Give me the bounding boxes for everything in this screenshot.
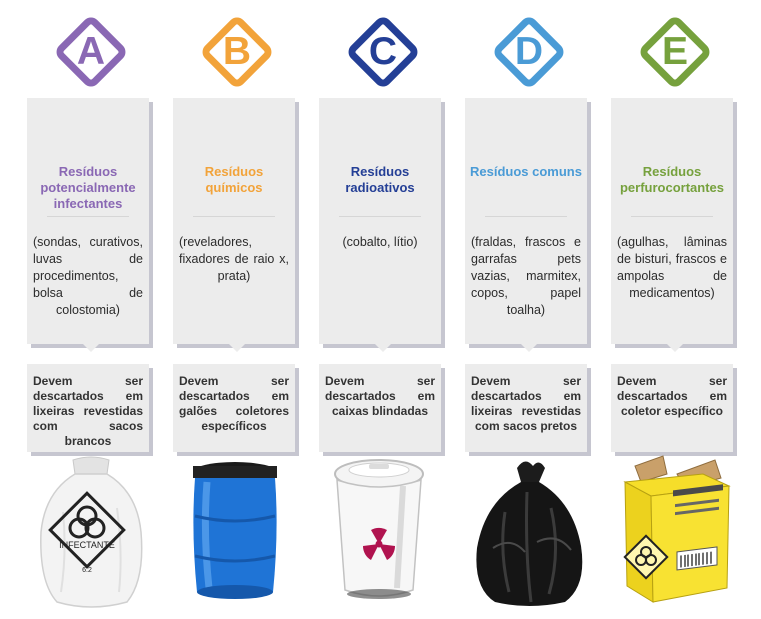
category-b-examples: (reveladores, fixadores de raio x, prata… (179, 235, 289, 283)
category-a-letter: A (76, 30, 106, 73)
category-e-divider (631, 216, 713, 217)
category-e-examples: (agulhas, lâminas de bisturi, frascos e … (617, 235, 727, 300)
category-b-disposal: Devem ser descartados em galões coletore… (179, 374, 289, 433)
category-b-card-pointer (225, 340, 249, 352)
category-d-badge: D (490, 13, 568, 91)
category-d-card-pointer (517, 340, 541, 352)
category-e-badge: E (636, 13, 714, 91)
category-b-badge: B (198, 13, 276, 91)
category-d-column: Resíduos comuns (fraldas, frascos e garr… (465, 0, 593, 619)
category-d-disposal-card: Devem ser descartados em lixeiras revest… (465, 364, 587, 452)
category-e-card-pointer (663, 340, 687, 352)
category-a-examples: (sondas, curativos, luvas de procediment… (33, 235, 143, 317)
category-b-card: Resíduos químicos (reveladores, fixadore… (173, 98, 295, 344)
category-d-divider (485, 216, 567, 217)
category-d-disposal: Devem ser descartados em lixeiras revest… (471, 374, 581, 433)
category-a-disposal-card: Devem ser descartados em lixeiras revest… (27, 364, 149, 452)
category-a-card-pointer (79, 340, 103, 352)
category-d-title: Resíduos comuns (470, 164, 582, 179)
category-c-card: Resíduos radioativos (cobalto, lítio) (319, 98, 441, 344)
category-c-card-pointer (371, 340, 395, 352)
category-d-card: Resíduos comuns (fraldas, frascos e garr… (465, 98, 587, 344)
category-a-divider (47, 216, 129, 217)
category-a-badge: A (52, 13, 130, 91)
category-e-disposal: Devem ser descartados em coletor específ… (617, 374, 727, 418)
category-e-title: Resíduos perfurocortantes (619, 164, 725, 195)
black-trash-bag-icon (476, 461, 583, 606)
category-d-examples: (fraldas, frascos e garrafas pets vazias… (471, 235, 581, 317)
category-b-title: Resíduos químicos (204, 164, 264, 195)
category-c-badge: C (344, 13, 422, 91)
category-e-card: Resíduos perfurocortantes (agulhas, lâmi… (611, 98, 733, 344)
category-a-disposal: Devem ser descartados em lixeiras revest… (33, 374, 143, 448)
category-b-letter: B (222, 30, 252, 73)
infectant-bag-label: INFECTANTE (59, 540, 115, 550)
category-c-examples: (cobalto, lítio) (342, 235, 418, 249)
category-e-disposal-card: Devem ser descartados em coletor específ… (611, 364, 733, 452)
category-c-disposal-card: Devem ser descartados em caixas blindada… (319, 364, 441, 452)
infectant-bag-class: 6.2 (82, 567, 92, 574)
category-c-column: Resíduos radioativos (cobalto, lítio) C … (319, 0, 447, 619)
blue-drum-icon (193, 462, 277, 599)
category-a-column: Resíduos potencialmente infectantes (son… (27, 0, 155, 619)
category-c-letter: C (368, 30, 398, 73)
category-c-title: Resíduos radioativos (345, 164, 415, 195)
category-e-column: Resíduos perfurocortantes (agulhas, lâmi… (611, 0, 739, 619)
category-b-disposal-card: Devem ser descartados em galões coletore… (173, 364, 295, 452)
radioactive-bin-icon (334, 459, 424, 599)
white-infectant-bag-icon: INFECTANTE 6.2 (40, 456, 143, 608)
category-e-letter: E (661, 30, 688, 73)
category-a-card: Resíduos potencialmente infectantes (son… (27, 98, 149, 344)
category-b-column: Resíduos químicos (reveladores, fixadore… (173, 0, 301, 619)
category-b-divider (193, 216, 275, 217)
category-c-divider (339, 216, 421, 217)
category-a-title: Resíduos potencialmente infectantes (40, 164, 136, 211)
sharps-box-icon (623, 455, 731, 603)
category-c-disposal: Devem ser descartados em caixas blindada… (325, 374, 435, 418)
category-d-letter: D (514, 30, 544, 73)
